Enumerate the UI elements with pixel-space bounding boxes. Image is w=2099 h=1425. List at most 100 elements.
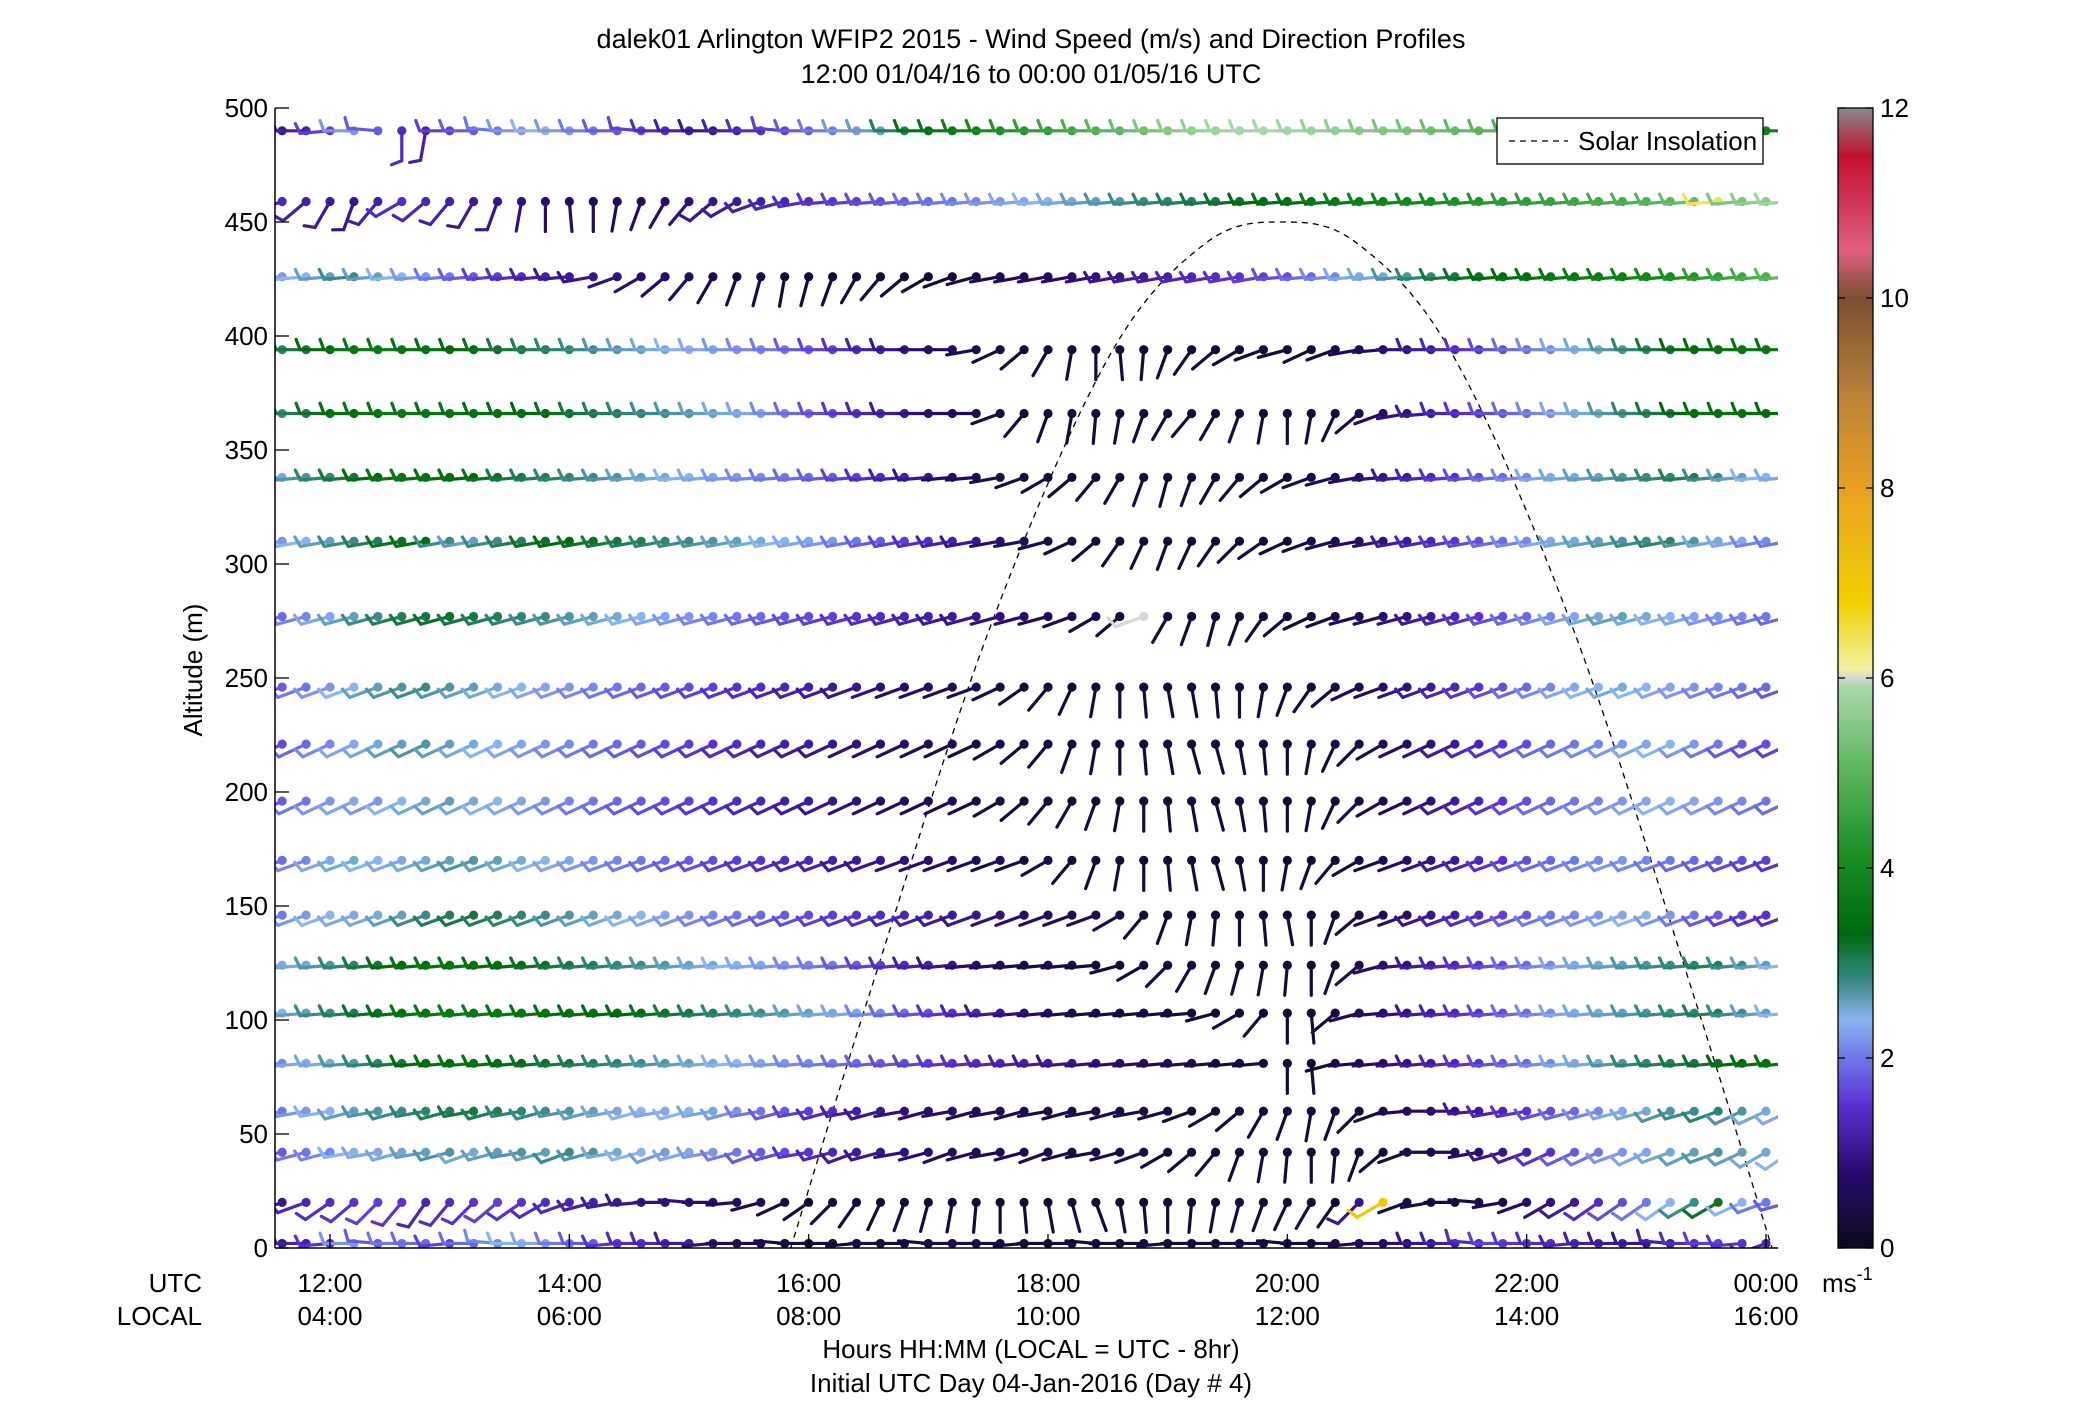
wind-barb-shaft bbox=[1018, 1150, 1050, 1165]
wind-barb-flag bbox=[747, 860, 759, 873]
wind-barb-dot bbox=[1282, 1147, 1292, 1157]
wind-barb-shaft bbox=[1473, 799, 1505, 816]
wind-barb bbox=[556, 855, 598, 873]
wind-barb bbox=[874, 855, 910, 873]
wind-barb-shaft bbox=[1089, 742, 1098, 776]
wind-barb bbox=[1282, 960, 1292, 997]
wind-barb-flag bbox=[1537, 1155, 1549, 1167]
wind-barb-shaft bbox=[1189, 799, 1199, 833]
wind-barb-dot bbox=[373, 855, 383, 866]
wind-barb-flag bbox=[771, 1105, 781, 1119]
wind-barb-shaft bbox=[993, 1150, 1026, 1162]
wind-barb bbox=[1466, 739, 1508, 759]
wind-barb-shaft bbox=[298, 1061, 332, 1068]
wind-barb bbox=[1206, 611, 1221, 648]
wind-barb-dot bbox=[684, 682, 694, 692]
wind-barb-shaft bbox=[1688, 1150, 1720, 1165]
wind-barb-shaft bbox=[1760, 863, 1778, 873]
wind-barb-flag bbox=[460, 1149, 471, 1162]
wind-barb-shaft bbox=[298, 475, 332, 482]
wind-barb bbox=[331, 196, 359, 232]
wind-barb-dot bbox=[373, 796, 383, 806]
wind-barb-shaft bbox=[681, 1150, 715, 1160]
wind-barb-dot bbox=[325, 739, 335, 749]
wind-barb-flag bbox=[247, 537, 253, 546]
wind-barb bbox=[1330, 682, 1364, 702]
wind-barb-shaft bbox=[1251, 1200, 1266, 1233]
wind-barb-flag bbox=[556, 747, 568, 759]
wind-barb-flag bbox=[1633, 1152, 1644, 1165]
wind-barb-flag bbox=[1586, 1231, 1595, 1246]
wind-barb bbox=[436, 1105, 479, 1119]
wind-barb-dot bbox=[1450, 739, 1460, 749]
wind-barb-flag bbox=[412, 687, 424, 699]
wind-barb-shaft bbox=[1449, 685, 1481, 699]
wind-barb-shaft bbox=[1189, 742, 1201, 775]
wind-barb-shaft bbox=[489, 1061, 524, 1068]
wind-barb-shaft bbox=[514, 199, 524, 233]
wind-barb-shaft bbox=[513, 963, 548, 970]
wind-barb-shaft bbox=[300, 858, 332, 873]
wind-barb-shaft bbox=[275, 963, 284, 968]
wind-barb-dot bbox=[851, 611, 862, 622]
wind-barb-flag bbox=[604, 1004, 613, 1018]
wind-barb-shaft bbox=[1084, 858, 1098, 891]
wind-barb-dot bbox=[1091, 739, 1101, 749]
wind-barb-shaft bbox=[1237, 858, 1247, 892]
wind-barb-dot bbox=[660, 739, 670, 749]
wind-barb-shaft bbox=[442, 1011, 476, 1018]
wind-barb-shaft bbox=[944, 475, 978, 482]
y-tick-label: 450 bbox=[225, 207, 268, 237]
wind-barb-shaft bbox=[896, 1061, 930, 1068]
wind-barb-flag bbox=[771, 613, 782, 626]
wind-barb-shaft bbox=[346, 1109, 380, 1119]
wind-barb bbox=[699, 611, 742, 626]
wind-barb-dot bbox=[923, 855, 933, 866]
wind-barb-dot bbox=[1426, 855, 1436, 866]
wind-barb-flag bbox=[1682, 337, 1690, 352]
wind-barb-shaft bbox=[1327, 275, 1361, 281]
wind-barb-dot bbox=[1258, 345, 1268, 355]
wind-barb-shaft bbox=[755, 742, 787, 759]
wind-barb-shaft bbox=[1190, 348, 1218, 371]
wind-barb-flag bbox=[1442, 1054, 1451, 1068]
wind-barb-flag bbox=[1586, 192, 1595, 206]
wind-barb-shaft bbox=[567, 199, 574, 233]
wind-barb-dot bbox=[1546, 611, 1556, 622]
legend: Solar Insolation bbox=[1496, 117, 1764, 165]
wind-barb-flag bbox=[699, 1108, 710, 1121]
wind-barb-shaft bbox=[635, 913, 667, 927]
wind-barb-dot bbox=[875, 611, 886, 622]
wind-barb-flag bbox=[532, 613, 542, 626]
wind-barb bbox=[705, 1197, 742, 1207]
wind-barb-flag bbox=[1441, 860, 1453, 873]
wind-barb bbox=[676, 535, 718, 549]
wind-barb bbox=[302, 196, 335, 230]
wind-barb-dot bbox=[1234, 1147, 1245, 1157]
wind-barb-dot bbox=[1546, 1147, 1556, 1157]
wind-barb bbox=[992, 536, 1029, 549]
wind-barb-shaft bbox=[1544, 858, 1577, 873]
wind-barb-dot bbox=[1091, 910, 1101, 920]
wind-barb-shaft bbox=[419, 614, 452, 626]
wind-barb-flag bbox=[580, 956, 589, 970]
wind-barb bbox=[918, 1197, 933, 1233]
wind-barb-shaft bbox=[1665, 742, 1696, 759]
wind-barb bbox=[1112, 855, 1125, 892]
wind-barb-flag bbox=[388, 535, 398, 549]
wind-barb-flag bbox=[414, 401, 422, 416]
wind-barb-dot bbox=[349, 796, 359, 806]
wind-barb-flag bbox=[437, 1004, 446, 1018]
wind-barb-shaft bbox=[802, 685, 835, 699]
wind-barb-dot bbox=[875, 739, 886, 749]
wind-barb-shaft bbox=[778, 685, 811, 699]
wind-barb-dot bbox=[1641, 1147, 1651, 1157]
wind-barb-dot bbox=[923, 739, 933, 749]
wind-barb-dot bbox=[1569, 1106, 1580, 1116]
wind-barb-flag bbox=[317, 1004, 326, 1018]
wind-barb-dot bbox=[540, 1197, 551, 1207]
wind-barb-dot bbox=[1474, 910, 1484, 920]
wind-barb bbox=[418, 196, 455, 227]
wind-barb-flag bbox=[797, 118, 805, 133]
wind-barb-dot bbox=[612, 272, 622, 282]
